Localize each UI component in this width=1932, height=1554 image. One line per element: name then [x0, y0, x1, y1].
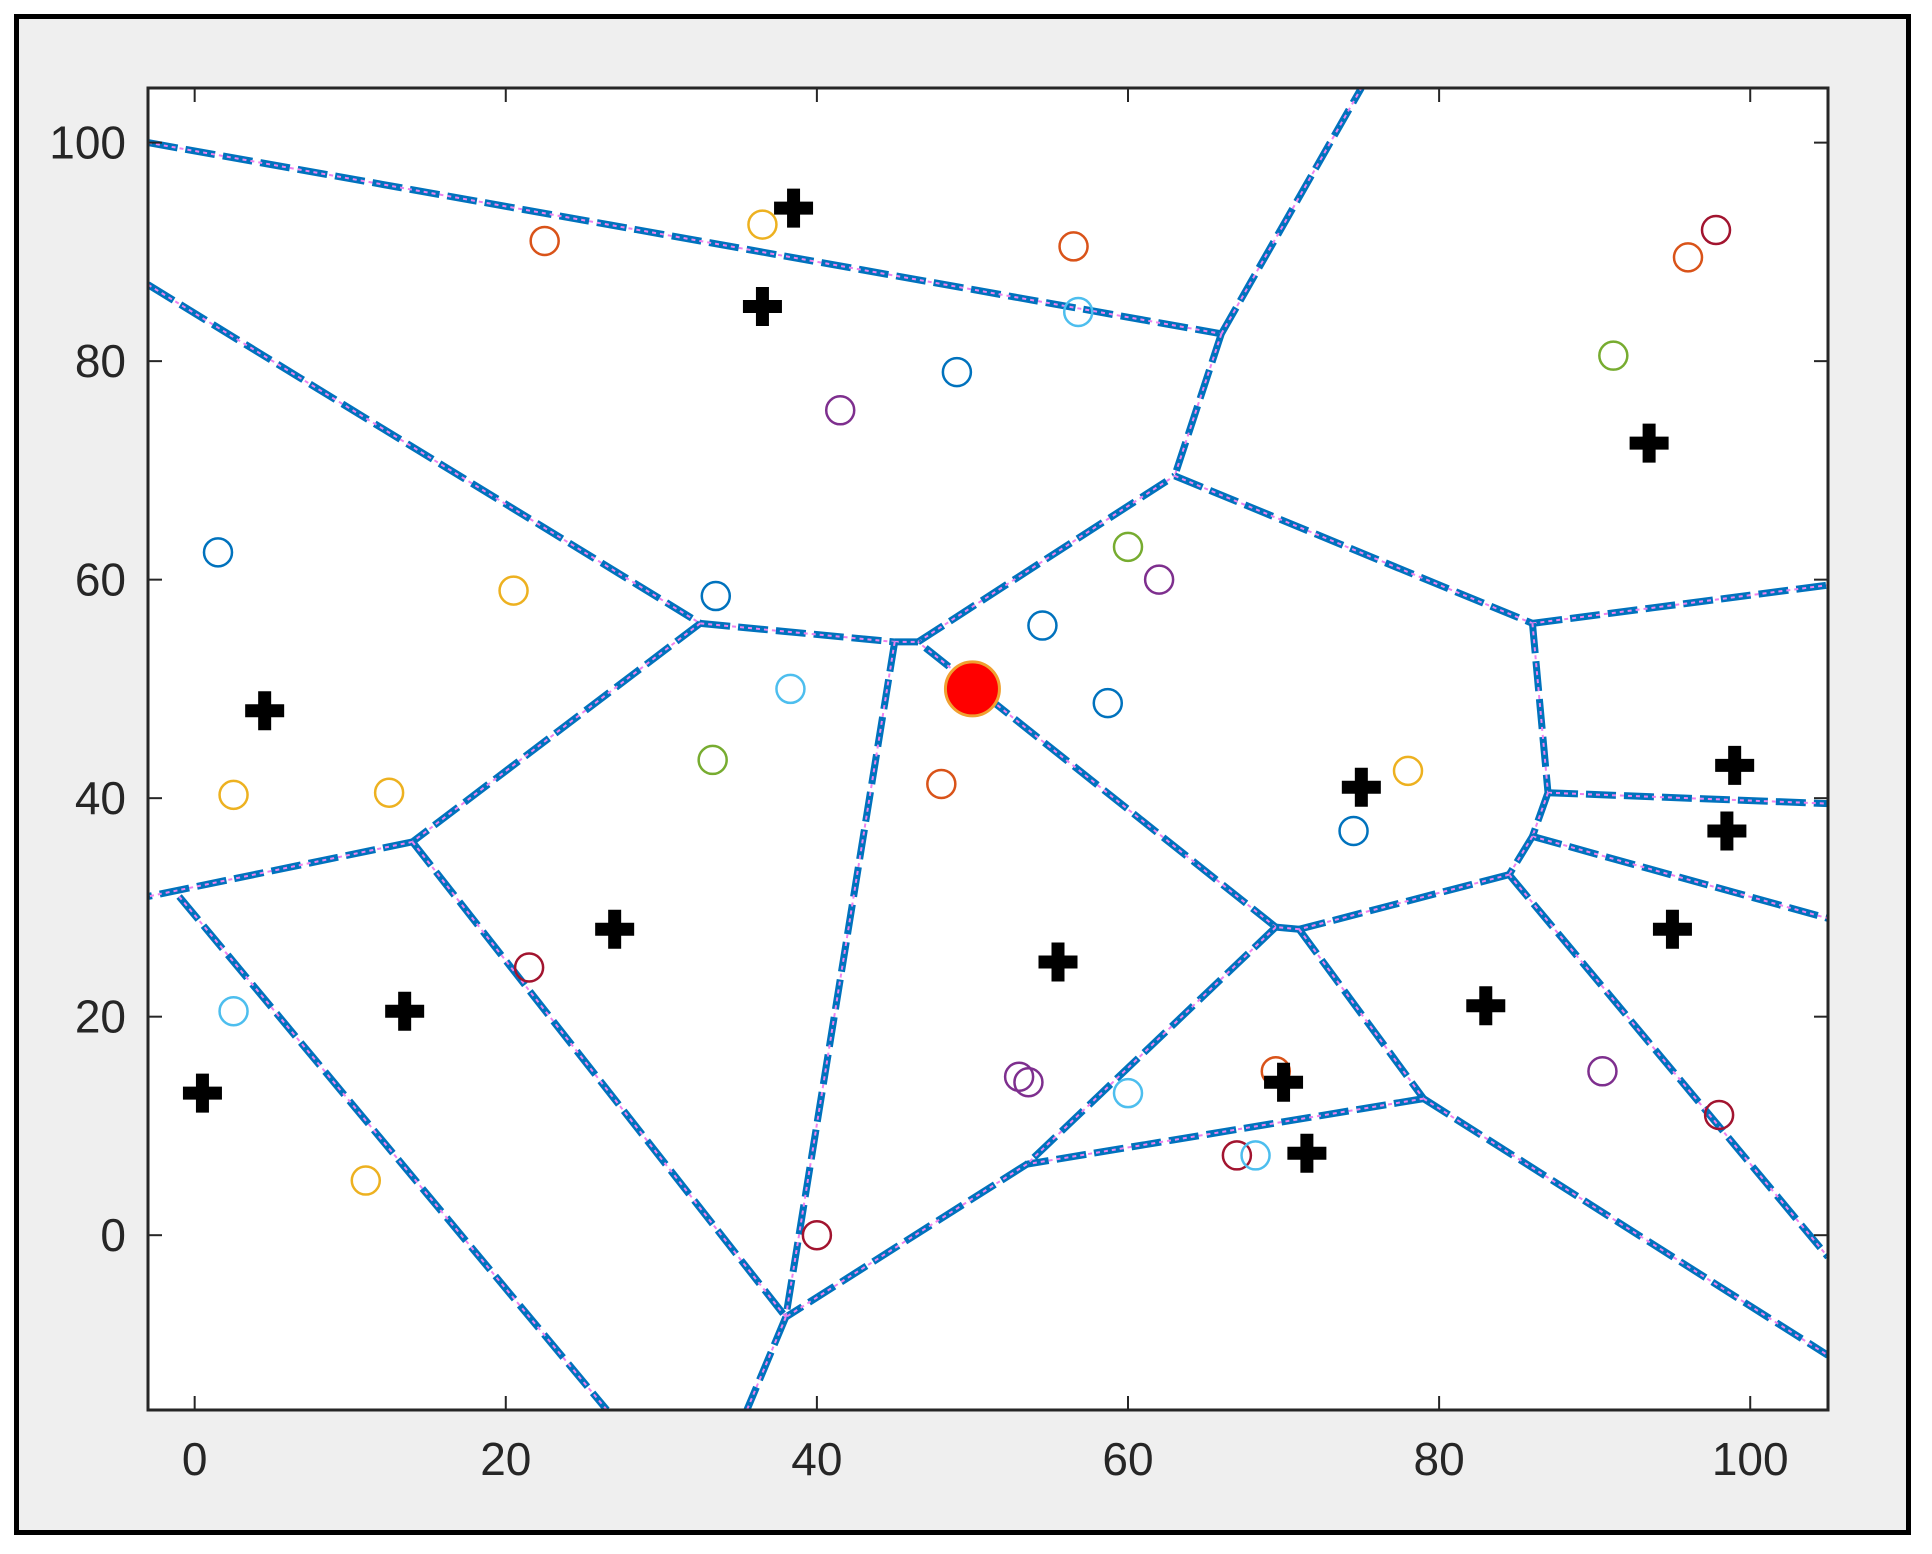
voronoi-edge	[1421, 1095, 1828, 1359]
voronoi-edge-dotted-overlay	[1173, 333, 1223, 477]
site-marker	[1341, 767, 1381, 807]
sample-point	[513, 952, 545, 983]
site-marker	[1466, 986, 1506, 1026]
voronoi-edge-dotted-overlay	[1026, 1097, 1424, 1166]
sample-point	[775, 673, 806, 705]
voronoi-edge	[1528, 623, 1552, 794]
voronoi-edge	[148, 838, 414, 900]
sample-point	[1092, 687, 1124, 719]
voronoi-edge-dotted-overlay	[917, 475, 1176, 643]
voronoi-edge-dotted-overlay	[700, 622, 895, 643]
sample-point	[941, 356, 973, 388]
site-marker	[1707, 811, 1747, 851]
voronoi-edge-dotted-overlay	[1026, 926, 1277, 1165]
sample-point	[926, 768, 957, 800]
sample-point	[529, 225, 560, 257]
y-tick-label: 20	[75, 991, 126, 1043]
site-marker	[1629, 423, 1669, 463]
voronoi-edge-dotted-overlay	[148, 141, 1222, 335]
site-marker	[385, 991, 425, 1031]
x-tick-label: 0	[182, 1433, 208, 1485]
voronoi-edge-dotted-overlay	[1547, 791, 1828, 805]
voronoi-edges	[148, 88, 1828, 1410]
sample-point	[1672, 242, 1704, 273]
sample-point	[1058, 231, 1089, 262]
sample-points	[202, 209, 1735, 1251]
sample-point	[1338, 815, 1369, 847]
voronoi-edge	[1506, 834, 1536, 877]
x-axis: 0 20 40 60 80 100	[182, 88, 1789, 1485]
voronoi-edge-dotted-overlay	[784, 641, 896, 1318]
voronoi-edge-dotted-overlay	[1298, 928, 1425, 1100]
y-axis: 0 20 40 60 80 100	[49, 117, 1828, 1261]
sample-point	[1027, 610, 1058, 641]
voronoi-edge-dotted-overlay	[148, 840, 413, 898]
site-marker	[1264, 1062, 1304, 1102]
plot-area	[148, 88, 1828, 1410]
y-tick-label: 80	[75, 335, 126, 387]
voronoi-edge-dotted-overlay	[148, 283, 701, 625]
y-tick-label: 100	[49, 117, 126, 169]
sample-point	[824, 395, 856, 426]
site-marker	[1715, 745, 1755, 785]
x-tick-label: 40	[791, 1433, 842, 1485]
sample-point	[373, 777, 405, 808]
site-marker	[1652, 909, 1692, 949]
sample-point	[1392, 755, 1424, 787]
sample-point	[1587, 1056, 1618, 1087]
sample-point	[1013, 1066, 1044, 1098]
sample-point	[1703, 1099, 1735, 1131]
sample-point	[202, 537, 234, 568]
voronoi-edge-dotted-overlay	[1532, 835, 1828, 920]
sample-point	[1221, 1140, 1253, 1171]
voronoi-edge-dotted-overlay	[1532, 584, 1828, 625]
voronoi-sites	[182, 188, 1755, 1173]
y-tick-label: 40	[75, 772, 126, 824]
site-marker	[245, 691, 285, 731]
site-marker	[742, 287, 782, 327]
x-tick-label: 20	[480, 1433, 531, 1485]
sample-point	[498, 575, 529, 606]
center-point	[943, 660, 1001, 718]
sample-point	[700, 580, 732, 612]
sample-point	[1598, 340, 1629, 371]
sample-point	[1062, 296, 1094, 328]
voronoi-edge-dotted-overlay	[1220, 88, 1363, 335]
voronoi-edge	[176, 894, 610, 1410]
voronoi-edge	[410, 620, 703, 845]
site-marker	[774, 188, 814, 228]
sample-point	[801, 1219, 833, 1251]
sample-point	[1143, 564, 1175, 595]
voronoi-edge-dotted-overlay	[1174, 474, 1533, 625]
sample-point	[218, 995, 249, 1027]
voronoi-edge	[1529, 791, 1552, 838]
voronoi-edge	[783, 1161, 1029, 1321]
voronoi-edge-dotted-overlay	[1508, 874, 1828, 1258]
voronoi-edge	[1298, 871, 1510, 933]
sample-point	[350, 1165, 382, 1196]
x-tick-label: 100	[1712, 1433, 1789, 1485]
center-point-layer	[943, 660, 1001, 718]
sample-point	[697, 744, 728, 776]
voronoi-edge-dotted-overlay	[1275, 926, 1300, 931]
site-marker	[182, 1073, 222, 1113]
x-tick-label: 60	[1102, 1433, 1153, 1485]
y-tick-label: 60	[75, 554, 126, 606]
sample-point	[1112, 1077, 1144, 1109]
voronoi-edge-dotted-overlay	[745, 1316, 787, 1410]
site-marker	[1287, 1133, 1327, 1173]
sample-point	[1700, 214, 1732, 246]
voronoi-edge	[409, 839, 789, 1320]
sample-point	[1003, 1061, 1035, 1093]
site-marker	[595, 909, 635, 949]
sample-point	[747, 209, 778, 240]
axes-box	[146, 86, 1830, 1412]
sample-point	[218, 779, 249, 811]
sample-point	[1240, 1140, 1271, 1171]
sample-point	[1112, 531, 1144, 563]
y-tick-label: 0	[100, 1209, 126, 1261]
x-tick-label: 80	[1414, 1433, 1465, 1485]
site-marker	[1038, 942, 1078, 982]
